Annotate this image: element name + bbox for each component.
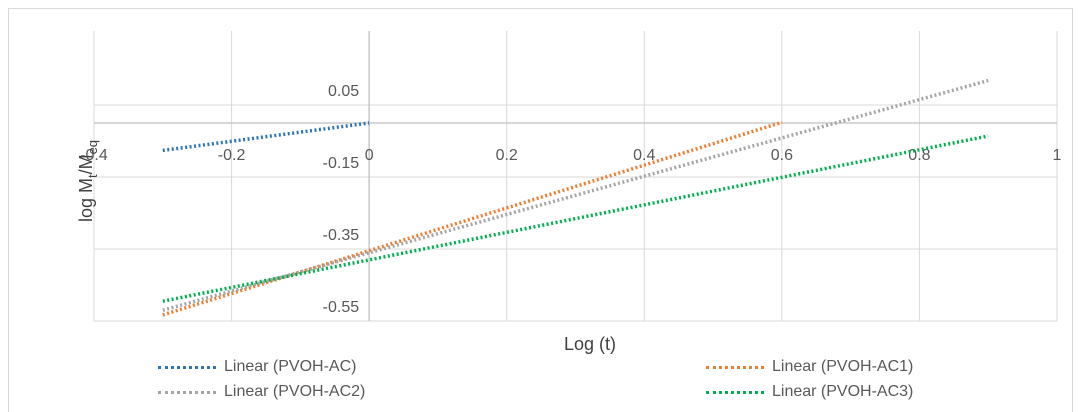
legend-label: Linear (PVOH-AC2): [224, 383, 366, 400]
legend-swatch: [158, 365, 216, 369]
legend-swatch: [706, 365, 764, 369]
legend-label: Linear (PVOH-AC1): [772, 358, 914, 375]
legend-label: Linear (PVOH-AC): [224, 358, 357, 375]
x-axis-title: Log (t): [564, 334, 616, 354]
y-axis-title-sub1: t: [85, 174, 100, 178]
y-axis-title-base: log M: [76, 178, 96, 222]
y-tick-label: -0.35: [323, 227, 360, 244]
series-line: [162, 134, 989, 303]
chart-frame: [8, 8, 1073, 412]
series-line: [162, 121, 370, 153]
legend-item-pvoh-ac1: Linear (PVOH-AC1): [706, 358, 913, 376]
x-tick-label: 0: [365, 147, 374, 164]
tick-labels: -0.4 -0.2 0 0.2 0.4 0.6 0.8 1-0.55-0.35-0.150.0…: [80, 83, 1061, 316]
series-line: [162, 120, 783, 317]
y-tick-label: -0.55: [323, 299, 360, 316]
x-tick-label: 0.2: [496, 147, 518, 164]
legend-swatch: [158, 390, 216, 394]
series-lines: [162, 78, 989, 317]
y-tick-label: -0.15: [323, 155, 360, 172]
legend-item-pvoh-ac2: Linear (PVOH-AC2): [158, 383, 365, 401]
x-tick-label: 0.4: [633, 147, 655, 164]
grid-lines: [93, 31, 1058, 322]
x-tick-label: 1: [1053, 147, 1062, 164]
legend-label: Linear (PVOH-AC3): [772, 383, 914, 400]
x-tick-label: 0.6: [771, 147, 793, 164]
series-line: [162, 78, 989, 312]
y-axis-title-sep: /M: [76, 154, 96, 174]
legend-item-pvoh-ac: Linear (PVOH-AC): [158, 358, 356, 376]
x-tick-label: -0.4: [80, 147, 108, 164]
legend-item-pvoh-ac3: Linear (PVOH-AC3): [706, 383, 913, 401]
y-axis-title: log Mt/Meq: [76, 140, 100, 222]
legend-swatch: [706, 390, 764, 394]
axes: [94, 31, 1057, 321]
x-tick-label: -0.2: [218, 147, 246, 164]
y-axis-title-sub2: eq: [85, 140, 100, 154]
y-tick-label: 0.05: [328, 83, 359, 100]
